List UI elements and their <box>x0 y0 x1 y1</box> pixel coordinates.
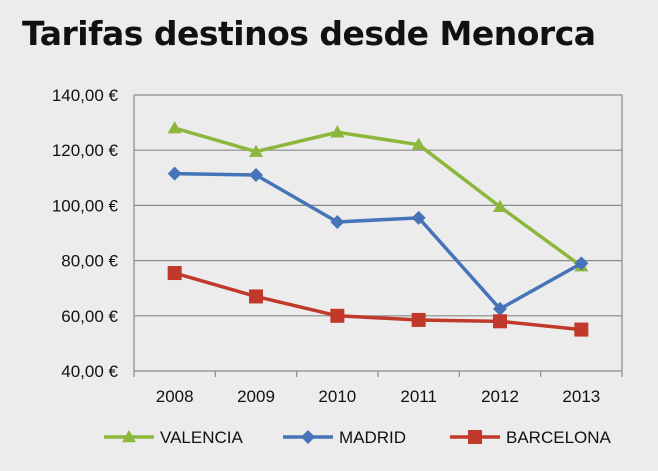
series-line-barcelona <box>174 271 582 332</box>
legend-label-valencia: VALENCIA <box>160 428 243 447</box>
x-tick-label: 2011 <box>400 387 437 406</box>
y-tick-label: 100,00 € <box>52 196 119 215</box>
data-point-valencia <box>249 144 263 157</box>
x-tick-label: 2010 <box>318 387 356 406</box>
data-point-madrid <box>574 256 589 271</box>
data-point-valencia <box>330 125 345 138</box>
legend-label-barcelona: BARCELONA <box>506 428 612 447</box>
data-point-valencia <box>167 121 182 134</box>
x-tick-label: 2008 <box>156 387 194 406</box>
chart-title: Tarifas destinos desde Menorca <box>22 14 596 53</box>
data-point-madrid <box>330 214 345 229</box>
data-point-valencia <box>411 137 426 150</box>
legend-label-madrid: MADRID <box>339 428 406 447</box>
legend-marker-valencia <box>122 430 136 443</box>
data-point-madrid <box>493 301 507 316</box>
data-point-barcelona <box>574 322 589 337</box>
y-tick-label: 60,00 € <box>61 307 118 326</box>
data-point-barcelona <box>330 308 345 323</box>
data-point-barcelona <box>493 314 507 329</box>
data-point-barcelona <box>411 312 426 327</box>
legend-marker-barcelona <box>468 430 482 444</box>
y-tick-label: 40,00 € <box>61 362 118 381</box>
x-tick-label: 2012 <box>481 387 519 406</box>
series-line-madrid <box>174 171 583 311</box>
data-point-madrid <box>411 210 426 225</box>
legend-marker-madrid <box>301 430 315 444</box>
series-line-valencia <box>174 126 583 268</box>
y-tick-label: 120,00 € <box>52 141 119 160</box>
data-point-barcelona <box>167 266 182 281</box>
data-point-valencia <box>493 199 507 213</box>
data-point-barcelona <box>249 289 263 304</box>
data-point-madrid <box>167 166 182 181</box>
y-tick-label: 140,00 € <box>52 86 119 105</box>
data-point-madrid <box>249 168 263 183</box>
x-tick-label: 2009 <box>237 387 275 406</box>
x-tick-label: 2013 <box>562 387 600 406</box>
y-tick-label: 80,00 € <box>61 252 118 271</box>
